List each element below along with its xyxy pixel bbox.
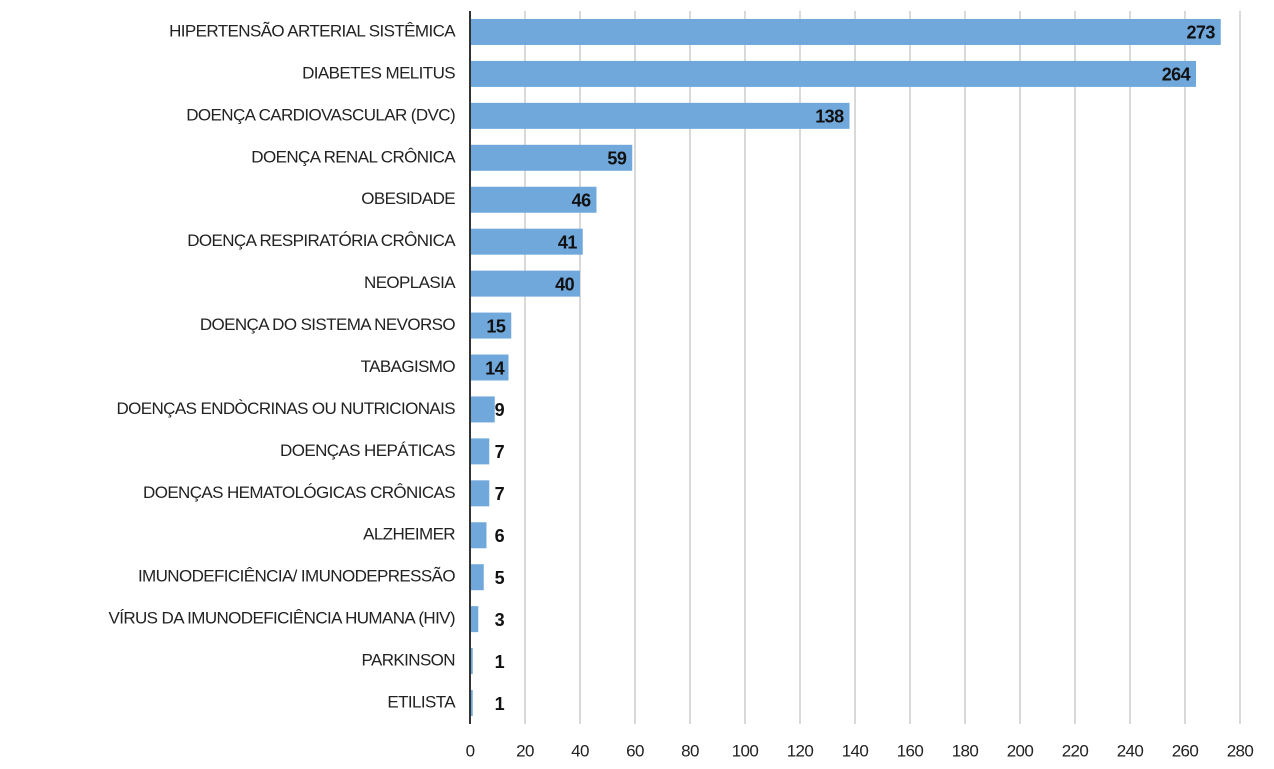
value-label: 7 [495, 442, 505, 462]
value-label: 41 [558, 232, 577, 252]
x-tick-label: 140 [842, 741, 869, 760]
y-tick-label: DOENÇA CARDIOVASCULAR (DVC) [186, 105, 455, 124]
value-label: 9 [495, 400, 505, 420]
y-tick-label: DOENÇA DO SISTEMA NEVORSO [200, 315, 456, 334]
x-tick-label: 260 [1172, 741, 1199, 760]
value-label: 138 [815, 107, 844, 127]
y-tick-label: HIPERTENSÃO ARTERIAL SISTÊMICA [169, 21, 456, 40]
value-label: 5 [495, 568, 505, 588]
bar [470, 270, 580, 297]
x-tick-label: 40 [571, 741, 589, 760]
y-tick-label: DOENÇAS HEPÁTICAS [280, 441, 455, 460]
bar [470, 228, 583, 255]
y-tick-label: DOENÇA RESPIRATÓRIA CRÔNICA [187, 231, 456, 250]
bar [470, 522, 487, 549]
y-tick-label: PARKINSON [362, 651, 455, 670]
x-tick-label: 160 [897, 741, 924, 760]
x-tick-label: 20 [516, 741, 534, 760]
bar [470, 396, 495, 423]
x-tick-label: 280 [1227, 741, 1254, 760]
value-label: 264 [1162, 65, 1191, 85]
x-tick-label: 120 [787, 741, 814, 760]
y-tick-label: DOENÇAS ENDÒCRINAS OU NUTRICIONAIS [116, 399, 455, 418]
value-label: 1 [495, 694, 505, 714]
value-label: 7 [495, 484, 505, 504]
value-label: 59 [607, 149, 626, 169]
y-tick-label: ETILISTA [387, 693, 456, 712]
y-tick-label: ALZHEIMER [363, 525, 455, 544]
value-label: 15 [486, 316, 505, 336]
bar [470, 648, 473, 675]
x-tick-label: 60 [626, 741, 644, 760]
value-label: 14 [485, 358, 504, 378]
x-tick-label: 100 [732, 741, 759, 760]
bar [470, 354, 509, 381]
x-tick-label: 80 [681, 741, 699, 760]
y-tick-label: OBESIDADE [361, 189, 455, 208]
x-tick-label: 200 [1007, 741, 1034, 760]
y-tick-label: IMUNODEFICIÊNCIA/ IMUNODEPRESSÃO [138, 567, 455, 586]
bar [470, 312, 512, 339]
y-tick-label: DOENÇA RENAL CRÔNICA [251, 147, 456, 166]
bar [470, 480, 490, 507]
value-label: 6 [495, 526, 505, 546]
y-tick-label: VÍRUS DA IMUNODEFICIÊNCIA HUMANA (HIV) [108, 609, 455, 628]
bar [470, 18, 1221, 45]
value-label: 3 [495, 610, 505, 630]
bar [470, 606, 479, 633]
value-label: 40 [555, 274, 574, 294]
bar [470, 564, 484, 591]
x-tick-label: 220 [1062, 741, 1089, 760]
bar [470, 690, 473, 717]
y-tick-label: DOENÇAS HEMATOLÓGICAS CRÔNICAS [143, 483, 455, 502]
x-tick-label: 240 [1117, 741, 1144, 760]
bar [470, 102, 850, 129]
y-tick-label: TABAGISMO [361, 357, 456, 376]
value-label: 273 [1187, 23, 1216, 43]
bar [470, 438, 490, 465]
value-label: 1 [495, 652, 505, 672]
x-tick-label: 0 [466, 741, 475, 760]
bar [470, 60, 1196, 87]
bar [470, 186, 597, 213]
y-tick-label: NEOPLASIA [364, 273, 456, 292]
y-tick-label: DIABETES MELITUS [302, 63, 455, 82]
bar [470, 144, 633, 171]
x-tick-label: 180 [952, 741, 979, 760]
value-label: 46 [572, 190, 591, 210]
